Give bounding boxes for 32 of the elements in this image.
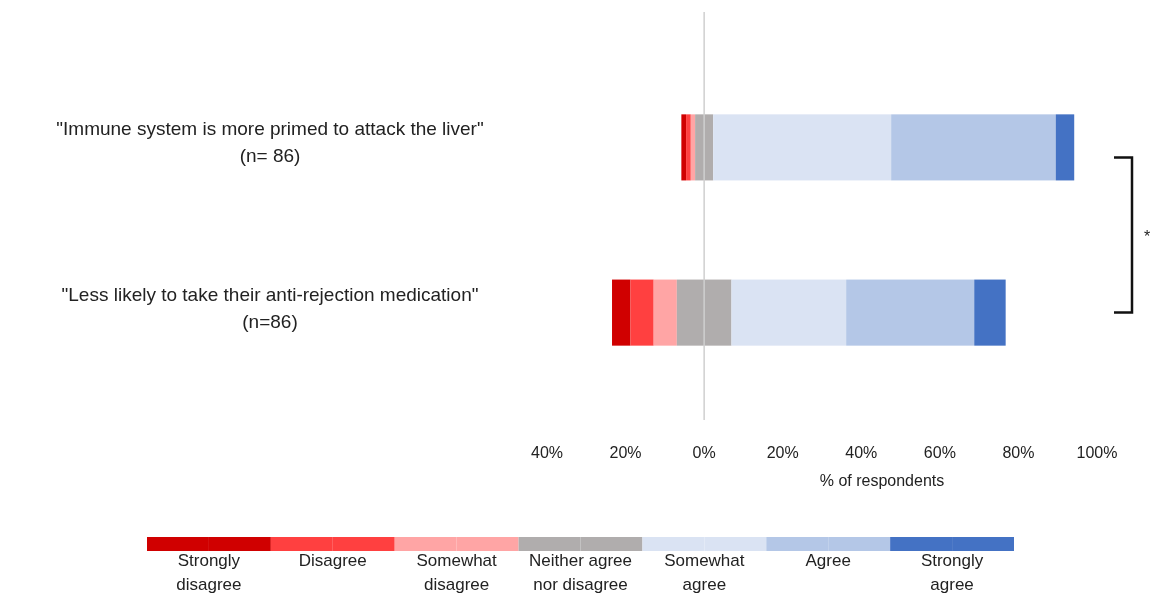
x-tick-label: 80% bbox=[1002, 444, 1035, 461]
bar bbox=[731, 279, 847, 346]
bar bbox=[713, 114, 892, 181]
legend-label: Agree bbox=[805, 551, 851, 570]
bar bbox=[630, 279, 654, 346]
bar bbox=[891, 114, 1056, 181]
x-tick-label: 20% bbox=[609, 444, 642, 461]
legend-label: Strongly agree bbox=[920, 551, 984, 594]
legend-label: Strongly disagree bbox=[176, 551, 242, 594]
legend-label: Neither agree nor disagree bbox=[528, 551, 633, 594]
bar bbox=[686, 114, 691, 181]
x-tick-label: 60% bbox=[923, 444, 956, 461]
bar bbox=[653, 279, 677, 346]
bar bbox=[974, 279, 1006, 346]
bar bbox=[676, 279, 732, 346]
y-tick-label: "Less likely to take their anti-rejection medication" (n=86) bbox=[61, 283, 479, 332]
x-tick-label: 20% bbox=[766, 444, 799, 461]
legend-label: Somewhat agree bbox=[664, 551, 745, 594]
text: * bbox=[1143, 228, 1151, 245]
bar bbox=[690, 114, 696, 181]
y-tick-label: "Immune system is more primed to attack the liver" (n= 86) bbox=[56, 118, 484, 167]
legend-label: Disagree bbox=[298, 551, 367, 570]
bar bbox=[681, 114, 687, 181]
x-tick-label: 100% bbox=[1076, 444, 1118, 461]
x-axis-title: % of respondents bbox=[819, 472, 945, 489]
bar bbox=[1055, 114, 1075, 181]
legend-label: Somewhat disagree bbox=[416, 551, 498, 594]
bar bbox=[612, 279, 631, 346]
x-tick-label: 40% bbox=[845, 444, 878, 461]
x-tick-label: 0% bbox=[692, 444, 716, 461]
bar bbox=[846, 279, 975, 346]
x-tick-label: 40% bbox=[530, 444, 564, 461]
